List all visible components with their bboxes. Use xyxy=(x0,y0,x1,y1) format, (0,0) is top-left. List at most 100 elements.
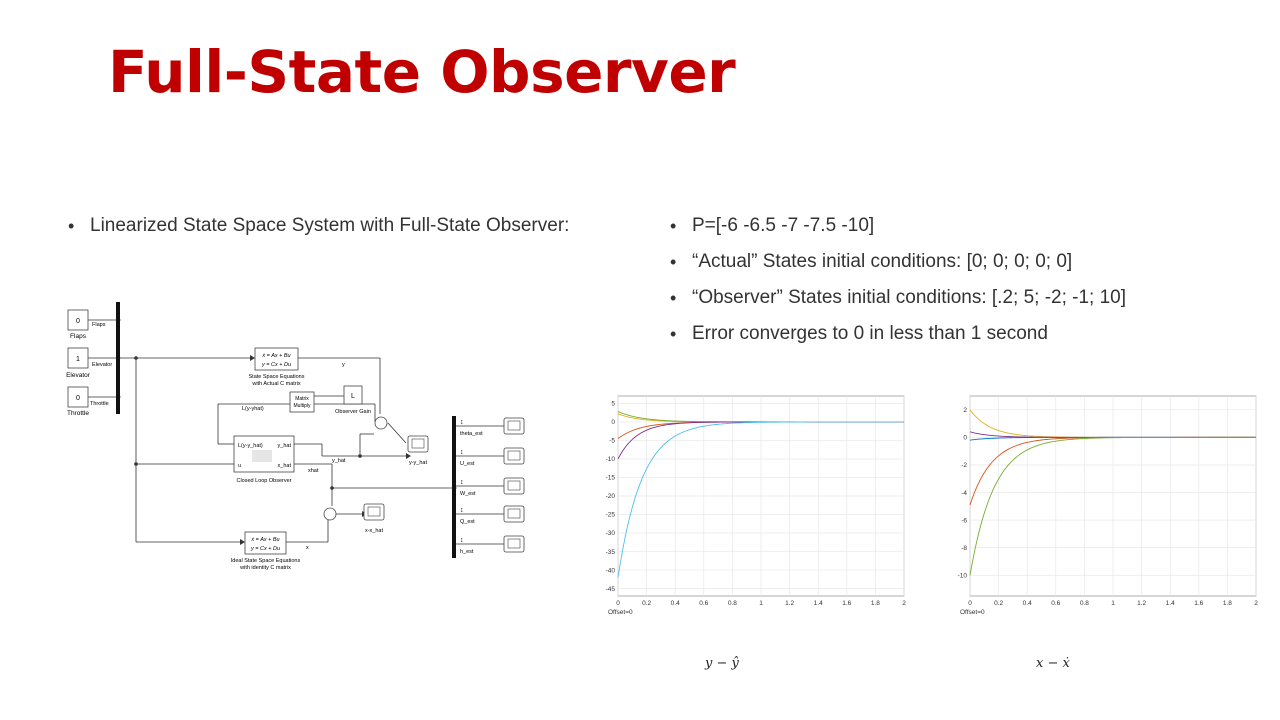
x-tick-label: 1 xyxy=(759,600,763,607)
y-tick-label: -40 xyxy=(606,567,616,574)
svg-text:Observer Gain: Observer Gain xyxy=(335,409,371,415)
svg-text:Throttle: Throttle xyxy=(67,410,89,417)
x-tick-label: 1.8 xyxy=(871,600,880,607)
svg-text:Flaps: Flaps xyxy=(92,322,106,328)
x-tick-label: 0.6 xyxy=(699,600,708,607)
slide-title: Full-State Observer xyxy=(108,38,736,106)
x-tick-label: 1.6 xyxy=(842,600,851,607)
x-tick-label: 0.4 xyxy=(1023,600,1032,607)
svg-text:Q_est: Q_est xyxy=(460,519,475,525)
x-tick-label: 0.4 xyxy=(671,600,680,607)
offset-label: Offset=0 xyxy=(960,609,985,616)
y-tick-label: -5 xyxy=(609,438,615,445)
svg-text:W_est: W_est xyxy=(460,491,476,497)
caption-y-error: y − ŷ xyxy=(705,656,739,671)
svg-text:↕: ↕ xyxy=(460,537,464,544)
state-space-actual-block[interactable]: ẋ = Ax + Bu y = Cx + Du State Space Equa… xyxy=(249,347,305,387)
caption-x-error: x − ẋ xyxy=(1036,656,1070,671)
x-tick-label: 0.8 xyxy=(1080,600,1089,607)
svg-text:ẋ = Ax + Bu: ẋ = Ax + Bu xyxy=(261,353,290,359)
svg-text:y = Cx + Du: y = Cx + Du xyxy=(261,362,291,368)
svg-text:Elevator: Elevator xyxy=(66,372,91,379)
y-tick-label: 5 xyxy=(611,401,615,408)
svg-text:State Space Equations: State Space Equations xyxy=(249,374,305,380)
scope-u-est[interactable]: ↕ U_est xyxy=(460,447,525,467)
svg-text:Matrix: Matrix xyxy=(295,396,309,402)
x-tick-label: 1.2 xyxy=(1137,600,1146,607)
scope-plot-x-error: 0 0.2 0.4 0.6 0.8 1 1.2 1.4 1.6 1.8 2 2 0 -2 -4 -6 -8 -10… xyxy=(958,395,1258,616)
x-tick-label: 1.2 xyxy=(785,600,794,607)
bullet-convergence: Error converges to 0 in less than 1 seco… xyxy=(668,322,1126,358)
x-tick-label: 1.6 xyxy=(1194,600,1203,607)
svg-text:↕: ↕ xyxy=(460,479,464,486)
svg-text:ẋ = Ax + Bu: ẋ = Ax + Bu xyxy=(250,537,279,543)
svg-text:L: L xyxy=(351,393,355,400)
scope-w-est[interactable]: ↕ W_est xyxy=(460,477,525,497)
closed-loop-observer-block[interactable]: L(y-y_hat) u y_hat x_hat Closed Loop Obs… xyxy=(233,435,295,484)
signal-label-lerr: L(y-yhat) xyxy=(242,406,264,412)
x-tick-label: 2 xyxy=(1254,600,1258,607)
state-space-ideal-block[interactable]: ẋ = Ax + Bu y = Cx + Du Ideal State Spac… xyxy=(231,531,301,571)
svg-text:Elevator: Elevator xyxy=(92,362,112,368)
bullet-actual-ic: “Actual” States initial conditions: [0; … xyxy=(668,250,1126,286)
scope-theta-est[interactable]: ↕ theta_est xyxy=(460,417,525,437)
svg-text:theta_est: theta_est xyxy=(460,431,483,437)
svg-text:L(y-y_hat): L(y-y_hat) xyxy=(238,443,263,449)
x-tick-label: 0 xyxy=(616,600,620,607)
y-tick-label: -15 xyxy=(606,475,616,482)
svg-text:Closed Loop Observer: Closed Loop Observer xyxy=(236,478,291,484)
y-tick-label: -6 xyxy=(961,517,967,524)
svg-text:y_hat: y_hat xyxy=(278,443,292,449)
svg-text:Ideal State Space Equations: Ideal State Space Equations xyxy=(231,558,301,564)
mux-block[interactable] xyxy=(116,302,120,414)
sum-block-x-error[interactable] xyxy=(323,507,337,521)
svg-text:x-x_hat: x-x_hat xyxy=(365,528,384,534)
simulink-diagram: 0 Flaps Flaps 1 Elevator Elevator 0 Thro… xyxy=(66,302,525,571)
right-bullet-list: P=[-6 -6.5 -7 -7.5 -10] “Actual” States … xyxy=(668,214,1126,358)
svg-text:0: 0 xyxy=(76,318,80,325)
svg-text:↕: ↕ xyxy=(460,507,464,514)
series-line-5 xyxy=(969,436,1256,576)
demux-block[interactable] xyxy=(452,416,456,558)
y-tick-label: 2 xyxy=(963,407,967,414)
series-line-5 xyxy=(617,421,904,578)
bullet-observer-ic: “Observer” States initial conditions: [.… xyxy=(668,286,1126,322)
x-tick-label: 0.2 xyxy=(642,600,651,607)
x-tick-label: 1.4 xyxy=(814,600,823,607)
svg-text:y-y_hat: y-y_hat xyxy=(409,460,428,466)
constant-block-throttle[interactable]: 0 Throttle Throttle xyxy=(67,386,109,417)
constant-block-flaps[interactable]: 0 Flaps Flaps xyxy=(67,309,106,340)
x-tick-label: 2 xyxy=(902,600,906,607)
y-tick-label: -35 xyxy=(606,549,616,556)
observer-gain-block[interactable]: L Observer Gain xyxy=(335,385,371,415)
offset-label: Offset=0 xyxy=(608,609,633,616)
svg-text:U_est: U_est xyxy=(460,461,475,467)
sum-block-y-error[interactable] xyxy=(374,416,388,430)
scope-y-error[interactable]: y-y_hat xyxy=(407,435,429,466)
svg-text:0: 0 xyxy=(76,395,80,402)
scope-h-est[interactable]: ↕ h_est xyxy=(460,535,525,555)
scope-plot-y-error: 0 0.2 0.4 0.6 0.8 1 1.2 1.4 1.6 1.8 2 5 0 -5 -10 -15 -20… xyxy=(606,395,906,616)
x-tick-label: 0.6 xyxy=(1051,600,1060,607)
scope-q-est[interactable]: ↕ Q_est xyxy=(460,505,525,525)
signal-label-x: x xyxy=(306,545,309,551)
svg-text:h_est: h_est xyxy=(460,549,474,555)
svg-text:1: 1 xyxy=(76,356,80,363)
bullet-poles: P=[-6 -6.5 -7 -7.5 -10] xyxy=(668,214,1126,250)
y-tick-label: 0 xyxy=(963,435,967,442)
svg-text:Throttle: Throttle xyxy=(90,401,109,407)
x-tick-label: 0.2 xyxy=(994,600,1003,607)
y-tick-label: -4 xyxy=(961,490,967,497)
y-tick-label: -25 xyxy=(606,512,616,519)
svg-text:u: u xyxy=(238,463,241,469)
y-tick-label: -20 xyxy=(606,493,616,500)
x-tick-label: 1.4 xyxy=(1166,600,1175,607)
x-tick-label: 1.8 xyxy=(1223,600,1232,607)
signal-label-y: y xyxy=(342,362,345,368)
bullet-system-description: Linearized State Space System with Full-… xyxy=(66,214,569,250)
y-tick-label: -30 xyxy=(606,530,616,537)
scope-x-error[interactable]: x-x_hat xyxy=(363,503,385,534)
svg-text:↕: ↕ xyxy=(460,419,464,426)
constant-block-elevator[interactable]: 1 Elevator Elevator xyxy=(66,347,112,379)
matrix-multiply-block[interactable]: Matrix Multiply xyxy=(289,391,315,413)
